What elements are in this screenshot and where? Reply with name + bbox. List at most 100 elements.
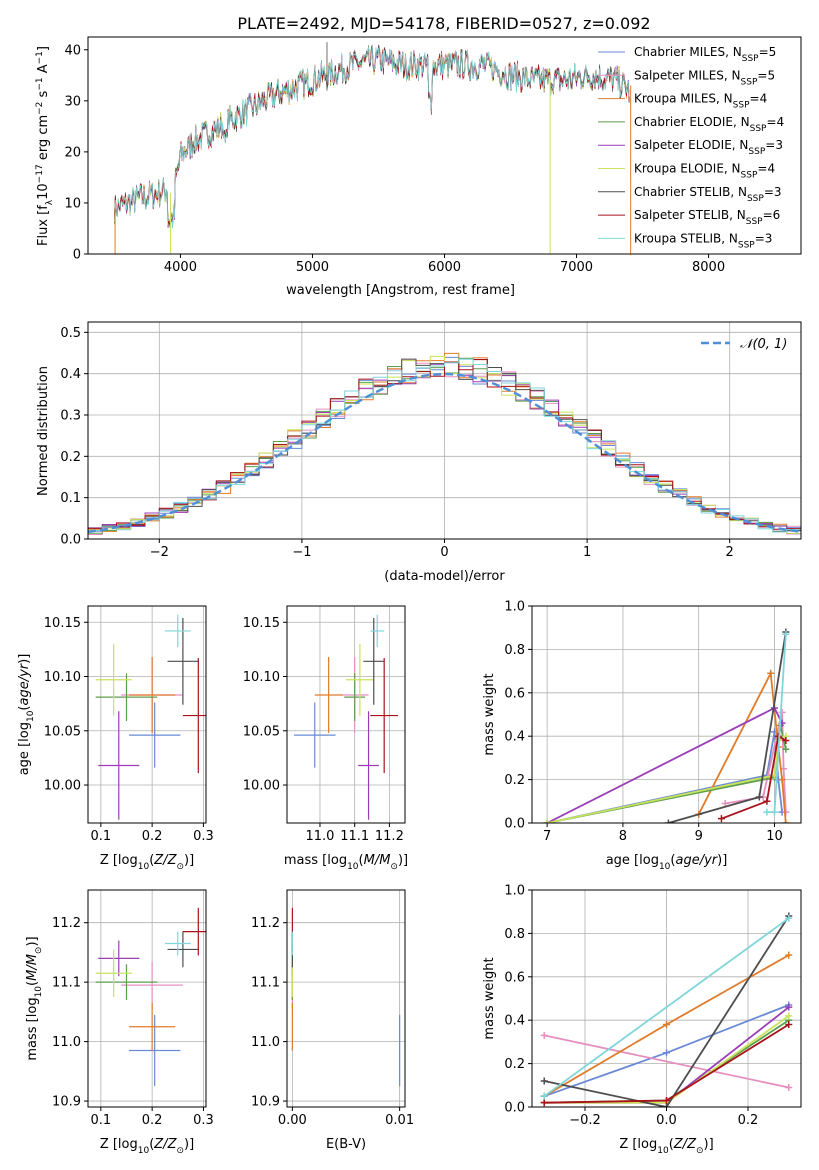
y-tick-label: 0.0 — [504, 817, 525, 832]
x-tick-label: 0.01 — [385, 1113, 414, 1128]
panel-weight-vs-Z: −0.2 0.0 0.2 0.0 0.2 0.4 0.6 0.8 1.0 Z [log10(Z/Z… — [482, 884, 802, 1156]
legend-label-part: =4 — [757, 162, 775, 176]
legend-label: 𝒩(0, 1) — [740, 337, 787, 352]
x-tick-label: 11.2 — [375, 829, 404, 844]
axes-frame — [286, 605, 406, 824]
y-tick-label: 0.5 — [60, 326, 81, 341]
y-tick-label: 0.4 — [60, 367, 81, 382]
legend-label-part: Salpeter ELODIE, N — [634, 138, 748, 152]
legend-label: Chabrier STELIB, NSSP=3 — [634, 185, 782, 204]
spectrum-line — [114, 47, 630, 228]
x-tick-label: 10 — [766, 829, 783, 844]
x-axis-label-part: Z [log — [619, 1137, 657, 1152]
legend-label-part: =3 — [765, 138, 783, 152]
histogram-step — [88, 359, 801, 530]
spectrum-line — [114, 46, 630, 225]
weight-marker — [663, 1049, 670, 1057]
weight-marker — [782, 819, 790, 823]
x-axis-label: Z [log10(Z/Z⊙)] — [100, 1137, 194, 1156]
x-tick-label: −1 — [292, 545, 311, 560]
plot-area — [114, 42, 632, 254]
x-tick-label: 6000 — [428, 260, 461, 275]
x-axis-label-part: Z [log — [100, 853, 138, 868]
y-axis-label: mass weight — [482, 957, 497, 1039]
x-axis-label-part: 10 — [347, 862, 359, 872]
y-tick-label: 10.05 — [243, 724, 280, 739]
panel-spectrum: 4000 5000 6000 7000 8000 0 10 20 30 40 wavelength … — [35, 36, 802, 298]
legend-label-part: Salpeter STELIB, N — [634, 208, 746, 222]
weight-marker — [664, 819, 672, 823]
plot-area — [95, 614, 206, 820]
x-axis-label-part: ( — [149, 853, 154, 868]
y-axis-label-part: A — [36, 64, 51, 77]
plot-area — [88, 352, 801, 535]
y-tick-label: 1.0 — [504, 600, 525, 615]
y-axis-label-part: s — [36, 90, 51, 101]
y-axis-label-part: 10 — [26, 710, 36, 722]
x-axis-label: mass [log10(M/M⊙)] — [284, 853, 408, 872]
x-axis-label-part: ⊙ — [696, 1146, 704, 1156]
x-tick-label: 0.1 — [90, 829, 111, 844]
legend-label-part: SSP — [741, 77, 758, 87]
y-axis-label-part: ⊙ — [34, 947, 44, 955]
x-tick-label: 0.1 — [90, 1113, 111, 1128]
axes-frame — [87, 889, 207, 1108]
weight-marker — [785, 1021, 793, 1029]
legend-label-part: SSP — [742, 54, 759, 64]
panel-residuals: −2 −1 0 1 2 0.0 0.1 0.2 0.3 0.4 0.5 (data-model)/er… — [36, 321, 802, 584]
legend-label-part: =5 — [757, 68, 775, 82]
histogram-step — [88, 358, 801, 533]
panel-age-vs-mass: 11.0 11.1 11.2 10.00 10.05 10.10 10.15 mass [lo… — [243, 605, 408, 872]
legend-label: Salpeter MILES, NSSP=5 — [634, 68, 775, 87]
y-tick-label: 0.4 — [504, 1014, 525, 1029]
legend-label: Salpeter STELIB, NSSP=6 — [634, 208, 780, 227]
legend-label: Kroupa STELIB, NSSP=3 — [634, 231, 772, 250]
weight-marker — [785, 914, 793, 922]
weight-marker — [785, 1012, 793, 1020]
legend-label-part: Kroupa STELIB, N — [634, 231, 738, 245]
y-tick-label: 10.9 — [52, 1095, 81, 1110]
y-axis-label-part: ( — [17, 706, 32, 711]
x-tick-label: 11.1 — [340, 829, 369, 844]
weight-marker — [774, 732, 782, 740]
x-axis-label-part: Z/Z — [153, 1137, 177, 1152]
legend-label: Salpeter ELODIE, NSSP=3 — [634, 138, 783, 157]
x-tick-label: 8000 — [692, 260, 725, 275]
x-axis-label: E(B-V) — [326, 1137, 366, 1152]
x-axis-label-part: )] — [184, 1137, 194, 1152]
weight-marker — [540, 1092, 548, 1100]
y-axis-label-part: ] — [36, 46, 51, 51]
x-axis-label-part: ⊙ — [176, 862, 184, 872]
x-axis-label-part: 10 — [138, 1146, 150, 1156]
y-tick-label: 1.0 — [504, 884, 525, 899]
y-tick-label: 11.2 — [251, 916, 280, 931]
weight-marker — [782, 737, 790, 745]
weight-marker — [540, 1031, 548, 1039]
y-tick-label: 11.1 — [251, 976, 280, 991]
y-tick-label: 0.0 — [504, 1101, 525, 1116]
y-tick-label: 30 — [64, 94, 81, 109]
y-tick-label: 0.4 — [504, 730, 525, 745]
x-axis-label-part: )] — [398, 853, 408, 868]
y-tick-label: 11.2 — [52, 916, 81, 931]
x-tick-label: 1 — [583, 545, 591, 560]
legend-label: Chabrier MILES, NSSP=5 — [634, 45, 776, 64]
weight-marker — [778, 708, 786, 716]
plot-area — [543, 628, 790, 823]
y-axis-label-part: −1 — [35, 51, 45, 64]
y-tick-label: 0.0 — [60, 533, 81, 548]
legend-label-part: =6 — [763, 208, 781, 222]
x-axis-label-part: mass [log — [284, 853, 347, 868]
figure-title: PLATE=2492, MJD=54178, FIBERID=0527, z=0… — [237, 14, 650, 33]
weight-marker — [778, 776, 786, 784]
y-axis-label-part: 10 — [36, 183, 51, 200]
y-tick-label: 10.15 — [243, 616, 280, 631]
x-tick-label: 0.2 — [142, 1113, 163, 1128]
y-axis-label-part: Flux [f — [36, 205, 51, 246]
weight-line — [543, 917, 790, 1097]
weight-marker — [663, 1021, 670, 1029]
legend-label-part: Salpeter MILES, N — [634, 68, 741, 82]
weight-marker — [785, 1083, 793, 1091]
y-axis-label-part: −2 — [35, 102, 45, 115]
